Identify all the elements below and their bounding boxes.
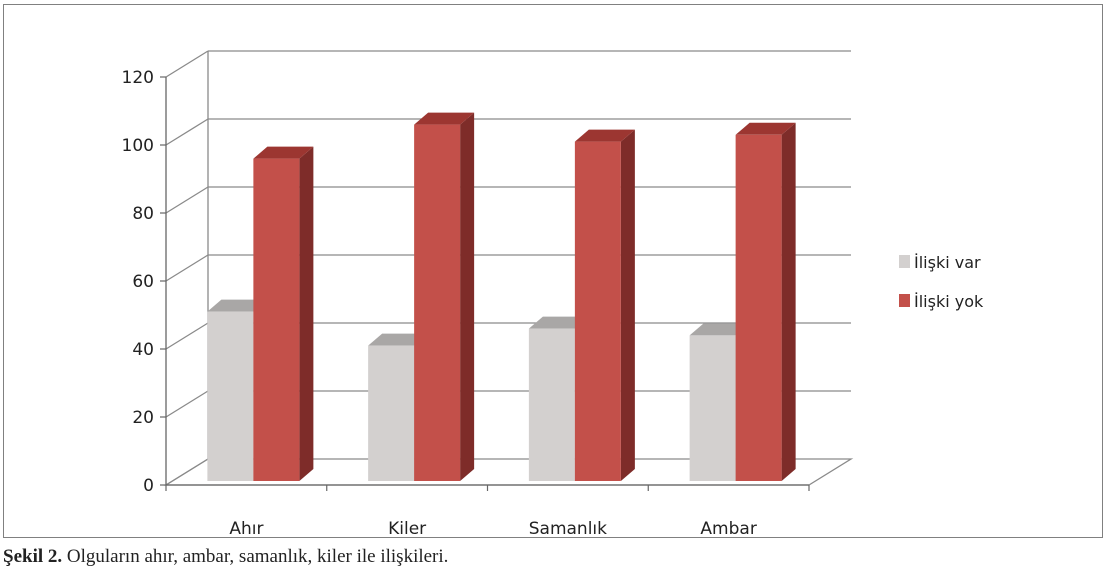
legend-swatch xyxy=(899,255,910,268)
gridline-depth xyxy=(165,186,209,214)
gridline-depth xyxy=(165,390,209,418)
bar-top xyxy=(368,333,429,346)
gridline-depth xyxy=(165,118,209,146)
gridline-depth xyxy=(165,254,209,282)
bar-top xyxy=(414,112,475,125)
y-tick-label: 40 xyxy=(132,340,154,360)
bar-front xyxy=(368,345,415,481)
bar-side xyxy=(460,112,475,481)
grid-layer xyxy=(163,50,854,486)
x-tick-label: Samanlık xyxy=(529,519,607,539)
bar-side xyxy=(620,129,635,481)
legend-swatch xyxy=(899,294,910,307)
bar-iliski-yok xyxy=(414,112,475,481)
bar-top xyxy=(689,323,750,336)
y-tick-label: 60 xyxy=(132,272,154,292)
y-tick-label: 120 xyxy=(122,68,154,88)
bar-iliski-yok xyxy=(735,122,796,482)
y-tick-label: 20 xyxy=(132,408,154,428)
y-tick-label: 80 xyxy=(132,204,154,224)
legend: İlişki var İlişki yok xyxy=(899,253,984,311)
bar-top xyxy=(253,146,314,159)
bar-side xyxy=(299,146,314,481)
bar-side xyxy=(781,122,796,482)
labels-layer: 0 20 40 60 80 100 120 Ahır Kiler Samanlık Ambar xyxy=(122,68,757,539)
legend-label: İlişki yok xyxy=(914,292,984,311)
bar-top xyxy=(207,299,268,312)
bar-front xyxy=(414,124,461,481)
bar-iliski-yok xyxy=(574,129,635,481)
bar-front xyxy=(735,134,782,482)
x-tick-label: Ambar xyxy=(700,519,756,539)
caption-text: Olguların ahır, ambar, samanlık, kiler i… xyxy=(62,546,449,567)
bar-front xyxy=(574,141,621,481)
bar-front xyxy=(689,335,736,481)
x-tick-label: Kiler xyxy=(388,519,426,539)
caption-label: Şekil 2. xyxy=(3,546,63,567)
legend-label: İlişki var xyxy=(914,253,981,272)
bar-front xyxy=(528,328,575,481)
bar-iliski-yok xyxy=(253,146,314,481)
axis-layer xyxy=(160,76,810,491)
chart-frame: 0 20 40 60 80 100 120 Ahır Kiler Samanlık Ambar İl… xyxy=(3,4,1103,539)
y-tick-label: 100 xyxy=(122,136,154,156)
y-tick-label: 0 xyxy=(143,476,154,496)
bars-layer xyxy=(207,112,796,482)
bar-top xyxy=(528,316,589,329)
bar-front xyxy=(207,311,254,481)
bar-front xyxy=(253,158,300,481)
gridline-depth xyxy=(165,322,209,350)
gridline-depth xyxy=(165,50,209,78)
figure-caption: Şekil 2. Olguların ahır, ambar, samanlık… xyxy=(3,546,448,568)
bar-top xyxy=(574,129,635,142)
bar-top xyxy=(735,122,796,135)
chart-svg: 0 20 40 60 80 100 120 Ahır Kiler Samanlık Ambar İl… xyxy=(122,50,984,539)
x-tick-label: Ahır xyxy=(229,519,263,539)
